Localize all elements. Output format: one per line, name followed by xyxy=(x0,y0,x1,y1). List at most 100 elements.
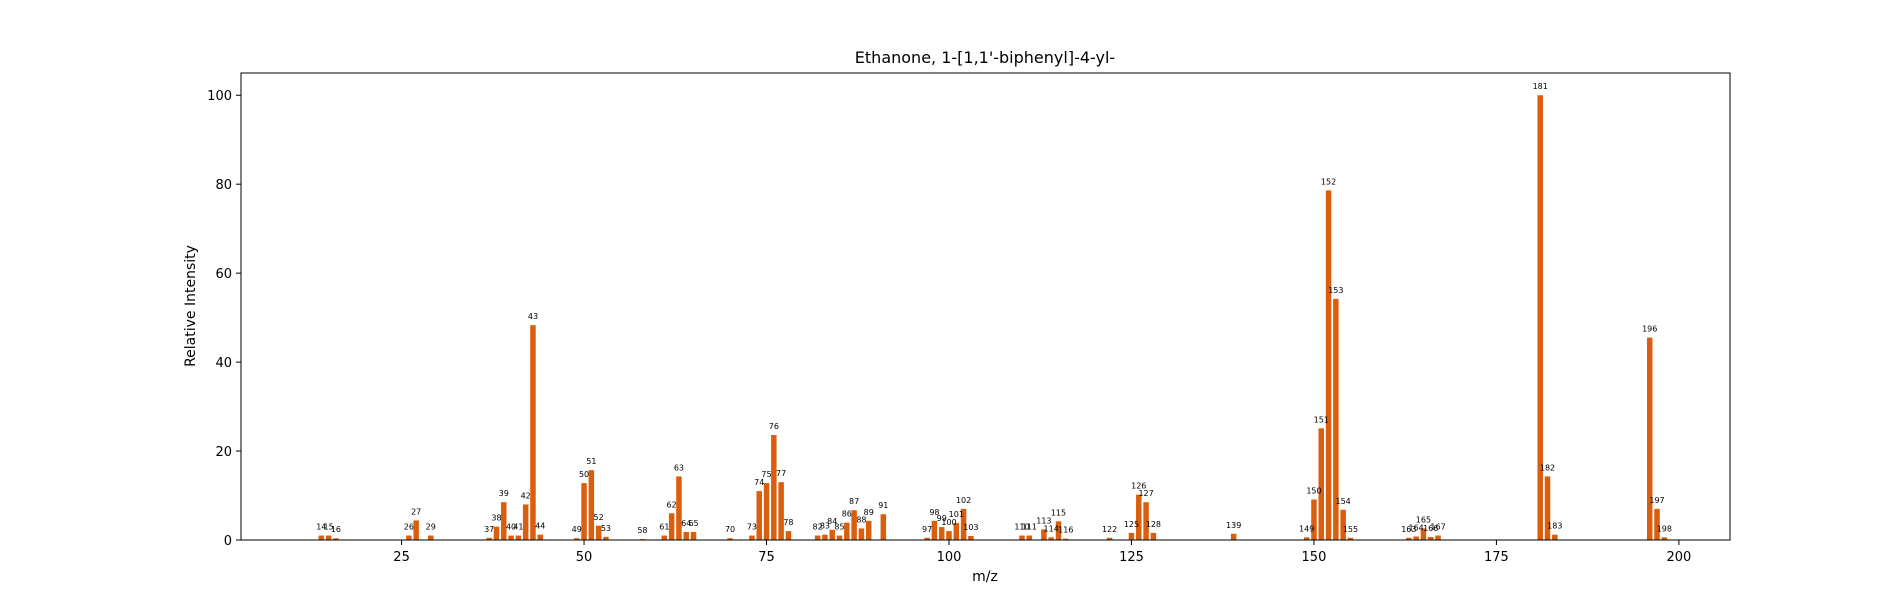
peak-label: 52 xyxy=(594,513,604,522)
peak-label: 14 xyxy=(316,523,326,532)
bar xyxy=(1552,534,1558,540)
peak-label: 50 xyxy=(579,470,589,479)
peak-label: 26 xyxy=(404,523,414,532)
bar xyxy=(530,325,536,540)
bar xyxy=(1333,298,1339,540)
x-tick-label: 25 xyxy=(393,550,410,565)
bar xyxy=(953,523,960,540)
y-tick-label: 40 xyxy=(215,356,232,371)
peak-label: 82 xyxy=(813,523,823,532)
peak-label: 155 xyxy=(1343,525,1358,534)
bar xyxy=(683,531,689,540)
peak-label: 111 xyxy=(1022,523,1037,532)
x-axis: 25 50 75 100 125 150 175 200 xyxy=(393,540,1691,565)
bar xyxy=(574,538,580,540)
bar xyxy=(778,482,784,540)
peak-label: 70 xyxy=(725,525,735,534)
bar xyxy=(851,510,857,540)
peak-label: 64 xyxy=(681,519,691,528)
peak-label: 110 xyxy=(1014,523,1029,532)
peak-label: 127 xyxy=(1138,489,1153,498)
bar xyxy=(763,483,770,540)
bar xyxy=(325,535,332,540)
y-tick-label: 100 xyxy=(207,89,232,104)
peak-label: 150 xyxy=(1306,487,1321,496)
peak-label: 76 xyxy=(769,422,779,431)
peak-label: 61 xyxy=(659,523,669,532)
bar xyxy=(880,514,887,540)
peak-label: 103 xyxy=(963,523,978,532)
bar xyxy=(690,531,697,540)
x-tick-label: 75 xyxy=(758,550,775,565)
bar xyxy=(588,470,595,540)
peak-label: 65 xyxy=(688,519,698,528)
peak-label: 44 xyxy=(535,522,545,531)
bar xyxy=(1136,494,1142,540)
peak-label: 43 xyxy=(528,312,538,321)
peak-label: 87 xyxy=(849,497,859,506)
peak-label: 86 xyxy=(842,510,852,519)
bar xyxy=(1026,535,1033,540)
peak-label: 40 xyxy=(506,523,516,532)
bar xyxy=(1150,532,1157,540)
bar xyxy=(676,476,682,540)
bar xyxy=(785,531,792,540)
bar xyxy=(1048,537,1054,540)
y-axis-label: Relative Intensity xyxy=(183,245,199,367)
bar xyxy=(968,535,974,540)
peak-label: 88 xyxy=(856,515,866,524)
x-tick-label: 125 xyxy=(1119,550,1144,565)
bar xyxy=(1055,521,1062,540)
peak-label: 114 xyxy=(1044,524,1059,533)
bar xyxy=(522,504,529,540)
peak-label: 122 xyxy=(1102,525,1117,534)
bar xyxy=(486,537,492,540)
bar xyxy=(515,535,522,540)
x-tick-label: 100 xyxy=(937,550,962,565)
peak-label: 84 xyxy=(827,517,837,526)
bar xyxy=(924,537,930,540)
peak-label: 62 xyxy=(667,500,677,509)
peak-label: 164 xyxy=(1409,523,1424,532)
peak-label: 163 xyxy=(1401,525,1416,534)
bar xyxy=(428,535,434,540)
x-tick-label: 175 xyxy=(1484,550,1509,565)
bar xyxy=(1537,95,1543,540)
bar xyxy=(1311,499,1317,540)
bar xyxy=(727,538,733,540)
bar xyxy=(938,527,945,540)
bar xyxy=(1661,537,1668,540)
bar xyxy=(1063,538,1069,540)
x-axis-label: m/z xyxy=(972,569,998,585)
peak-label: 91 xyxy=(878,501,888,510)
peak-label: 196 xyxy=(1642,325,1657,334)
plot-frame xyxy=(240,72,1731,541)
peak-label: 115 xyxy=(1051,508,1066,517)
bar xyxy=(595,525,602,540)
peak-label: 41 xyxy=(513,523,523,532)
bar xyxy=(406,535,412,540)
peak-label: 181 xyxy=(1533,82,1548,91)
peak-label: 15 xyxy=(323,523,333,532)
peak-label: 113 xyxy=(1036,516,1051,525)
peak-label: 166 xyxy=(1423,524,1438,533)
peak-label: 152 xyxy=(1321,177,1336,186)
peak-label: 165 xyxy=(1416,515,1431,524)
bar xyxy=(931,520,938,540)
bar xyxy=(1340,509,1346,540)
bar xyxy=(1347,537,1354,540)
peak-label: 183 xyxy=(1547,522,1562,531)
peak-label: 78 xyxy=(783,518,793,527)
peak-label: 167 xyxy=(1430,523,1445,532)
peak-label: 125 xyxy=(1124,520,1139,529)
bar xyxy=(1303,537,1310,540)
bar xyxy=(1435,535,1441,540)
peak-label: 198 xyxy=(1657,524,1672,533)
bar xyxy=(836,535,843,540)
peak-label: 77 xyxy=(776,469,786,478)
bar xyxy=(756,491,762,540)
bar xyxy=(960,508,967,540)
bar xyxy=(1128,532,1135,540)
